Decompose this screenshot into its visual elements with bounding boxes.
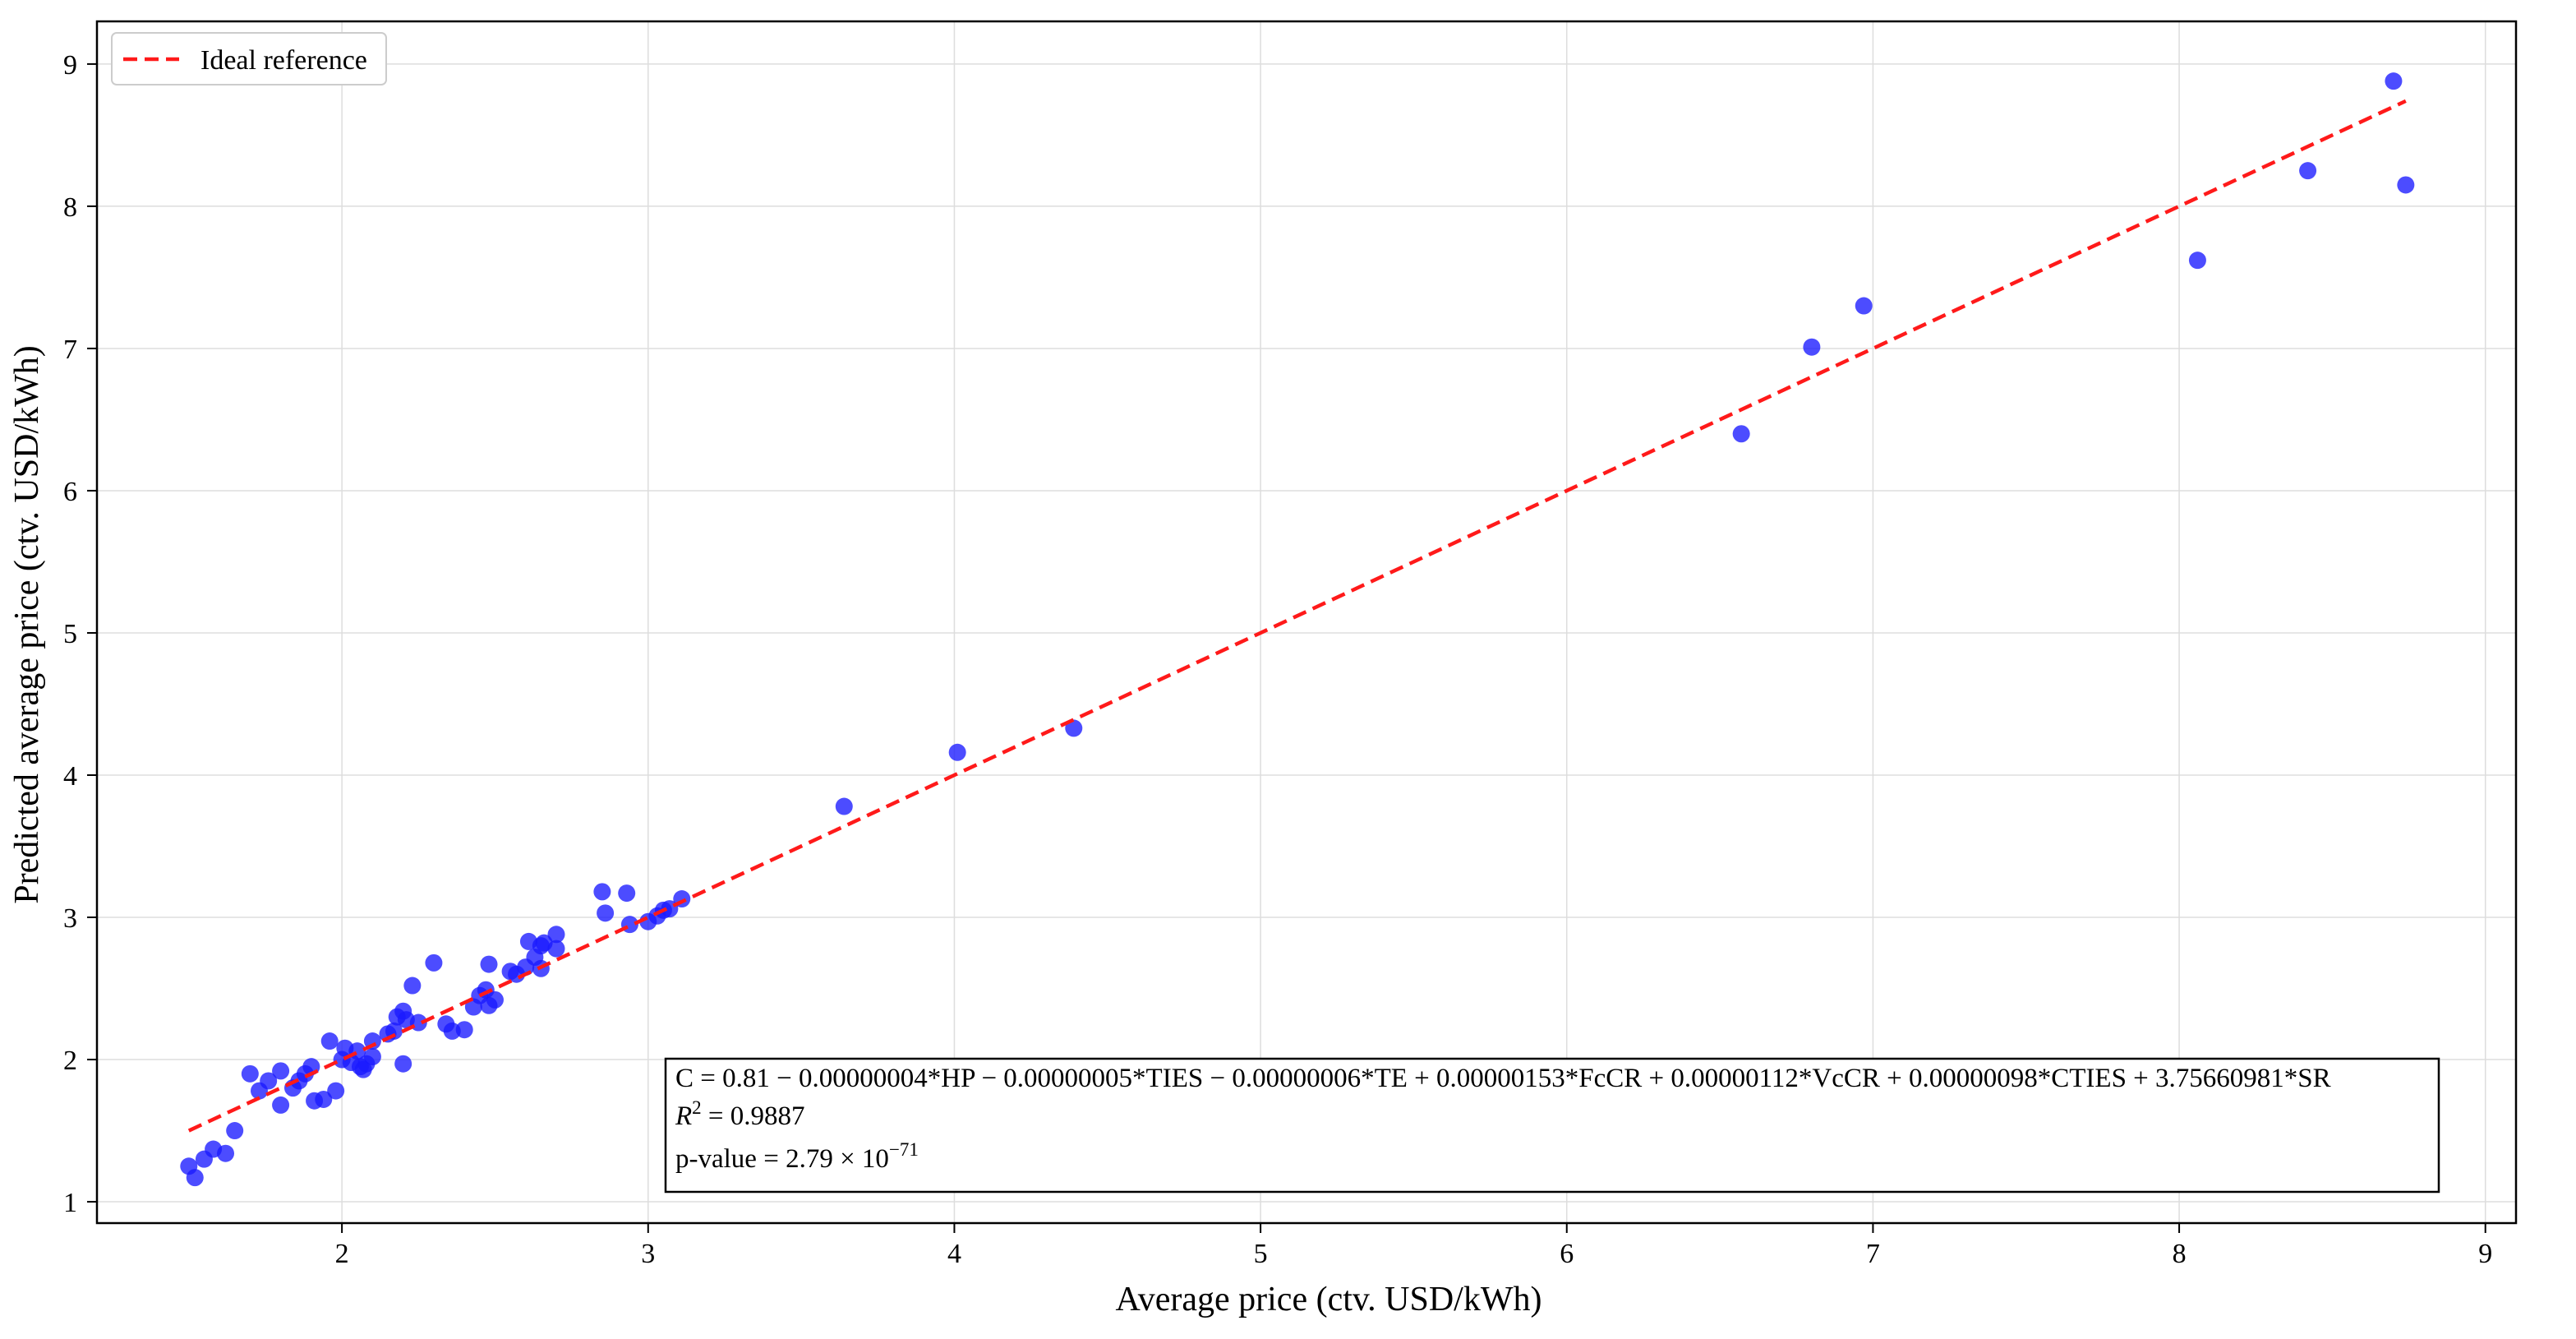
- scatter-point: [320, 1032, 339, 1050]
- scatter-point: [486, 990, 504, 1009]
- p-value-text: p-value = 2.79 × 10−71: [675, 1139, 919, 1174]
- legend-box: [111, 32, 387, 85]
- ideal-reference-line: [187, 99, 2407, 1133]
- scatter-point: [2385, 72, 2403, 90]
- regression-annotation: C = 0.81 − 0.00000004*HP − 0.00000005*TI…: [664, 1057, 2440, 1194]
- scatter-point: [226, 1122, 244, 1140]
- x-tick-label: 6: [1560, 1239, 1574, 1269]
- y-tick-label: 3: [63, 903, 77, 934]
- axis-ticks: 2 3 4 5 6 7 8 9 1 2 3 4 5 6 7 8 9: [63, 50, 2492, 1269]
- scatter-point: [1803, 338, 1821, 356]
- scatter-point: [272, 1062, 290, 1080]
- y-tick-label: 2: [63, 1046, 77, 1076]
- scatter-point: [2188, 252, 2206, 270]
- scatter-point: [1065, 719, 1083, 737]
- scatter-point: [547, 940, 565, 958]
- x-axis-title: Average price (ctv. USD/kWh): [1116, 1281, 1542, 1318]
- scatter-point: [2299, 162, 2317, 180]
- p-value-exponent: −71: [889, 1139, 919, 1160]
- y-tick-label: 1: [63, 1188, 77, 1218]
- y-tick-label: 6: [63, 477, 77, 507]
- x-tick-label: 2: [335, 1239, 349, 1269]
- y-tick-label: 4: [63, 761, 77, 792]
- scatter-point: [948, 743, 966, 761]
- scatter-point: [835, 797, 853, 815]
- y-tick-label: 7: [63, 335, 77, 365]
- r-squared-symbol: R: [675, 1101, 692, 1131]
- y-tick-label: 5: [63, 619, 77, 649]
- scatter-point: [2397, 176, 2415, 194]
- scatter-point: [593, 883, 611, 901]
- scatter-point: [272, 1096, 290, 1114]
- x-tick-label: 4: [947, 1239, 961, 1269]
- scatter-point: [363, 1048, 381, 1066]
- scatter-point: [1732, 425, 1750, 443]
- y-tick-label: 8: [63, 192, 77, 223]
- x-tick-label: 8: [2173, 1239, 2187, 1269]
- scatter-point: [394, 1055, 412, 1073]
- scatter-point: [186, 1169, 204, 1187]
- legend: Ideal reference: [111, 32, 387, 85]
- plot-frame: [95, 20, 2518, 1225]
- scatter-point: [597, 904, 615, 922]
- scatter-point: [480, 955, 498, 973]
- scatter-point: [315, 1090, 333, 1108]
- scatter-point: [217, 1144, 235, 1162]
- x-tick-label: 3: [641, 1239, 655, 1269]
- y-tick-label: 9: [63, 50, 77, 81]
- x-tick-label: 7: [1866, 1239, 1880, 1269]
- scatter-point: [241, 1064, 259, 1083]
- scatter-point: [455, 1021, 473, 1039]
- y-axis-title: Predicted average price (ctv. USD/kWh): [8, 345, 46, 904]
- legend-label: Ideal reference: [200, 45, 367, 76]
- x-tick-label: 9: [2478, 1239, 2492, 1269]
- annotation-box: [664, 1057, 2440, 1194]
- r-squared-text: R2 = 0.9887: [675, 1097, 805, 1131]
- scatter-point: [403, 977, 422, 995]
- scatter-point: [425, 953, 443, 972]
- regression-equation: C = 0.81 − 0.00000004*HP − 0.00000005*TI…: [675, 1064, 2331, 1093]
- r-squared-value: = 0.9887: [702, 1101, 805, 1131]
- r-squared-exponent: 2: [692, 1097, 702, 1118]
- scatter-point: [327, 1082, 345, 1100]
- x-tick-label: 5: [1254, 1239, 1268, 1269]
- scatter-point: [618, 884, 636, 903]
- p-value-base: p-value = 2.79 × 10: [675, 1144, 889, 1174]
- scatter-point: [260, 1072, 278, 1090]
- scatter-point: [547, 926, 565, 944]
- scatter-point: [1855, 297, 1873, 315]
